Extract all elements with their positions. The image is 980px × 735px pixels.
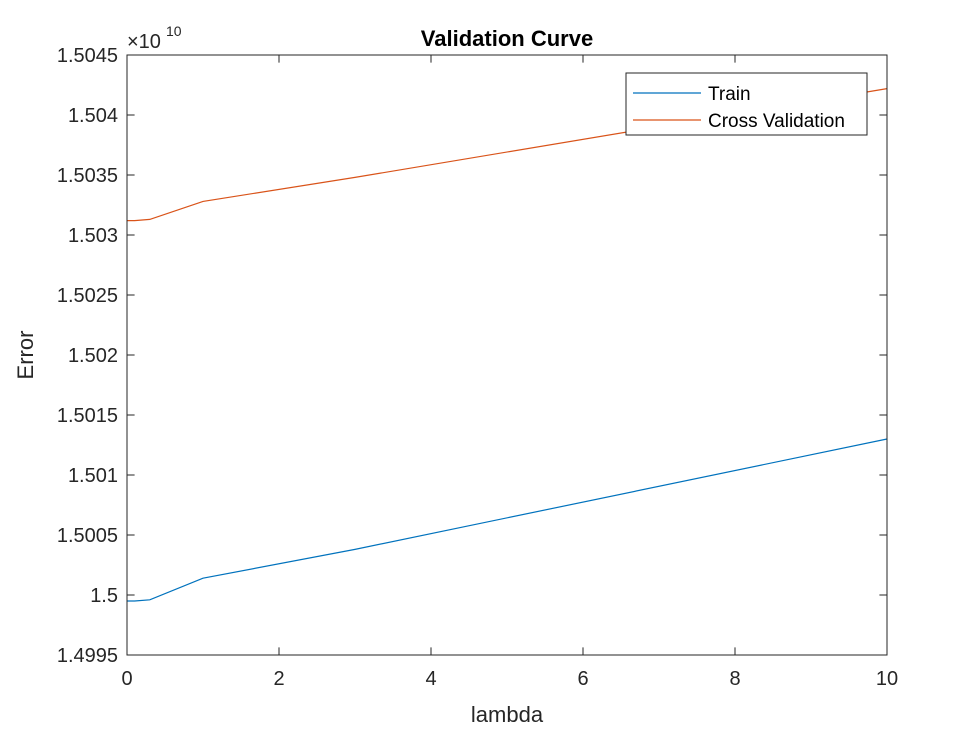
x-tick-label: 2 — [273, 668, 284, 690]
legend: Train Cross Validation — [625, 72, 868, 136]
y-tick-label: 1.5035 — [57, 165, 118, 187]
tick-layer: 0 2 4 6 8 10 1.4995 1.5 1.5005 1.501 1.5015 1.502 1.… — [57, 45, 898, 690]
x-axis-label: lambda — [471, 702, 544, 727]
x-tick-label: 6 — [577, 668, 588, 690]
y-tick-label: 1.504 — [68, 105, 118, 127]
legend-train-label: Train — [708, 84, 751, 105]
y-tick-label: 1.502 — [68, 345, 118, 367]
legend-box — [625, 72, 868, 136]
y-tick-label: 1.5 — [90, 585, 118, 607]
plot-area — [127, 55, 887, 655]
legend-cv-label: Cross Validation — [708, 111, 845, 132]
y-tick-label: 1.503 — [68, 225, 118, 247]
y-tick-label: 1.5025 — [57, 285, 118, 307]
x-tick-label: 10 — [876, 668, 898, 690]
x-tick-label: 8 — [729, 668, 740, 690]
y-multiplier-base: ×10 — [127, 31, 161, 53]
y-tick-label: 1.5045 — [57, 45, 118, 67]
y-tick-label: 1.501 — [68, 465, 118, 487]
axes-box — [126, 54, 888, 656]
x-tick-label: 0 — [121, 668, 132, 690]
y-tick-label: 1.5005 — [57, 525, 118, 547]
chart-title: Validation Curve — [421, 26, 593, 51]
y-tick-label: 1.5015 — [57, 405, 118, 427]
y-tick-label: 1.4995 — [57, 645, 118, 667]
x-tick-label: 4 — [425, 668, 436, 690]
y-axis-label: Error — [13, 331, 38, 380]
y-multiplier-exponent: 10 — [166, 23, 182, 39]
y-multiplier: ×10 10 — [127, 23, 182, 53]
